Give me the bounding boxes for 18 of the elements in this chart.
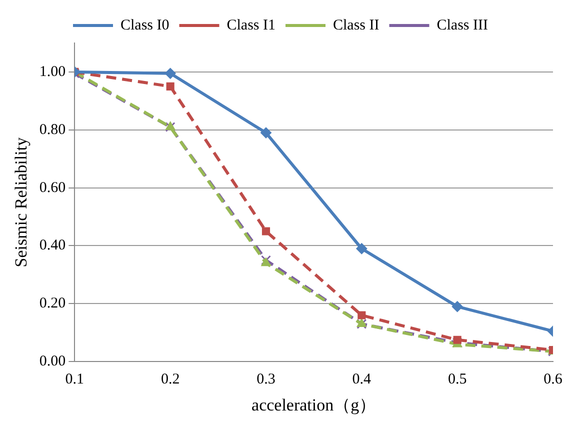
x-tick-label: 0.5 xyxy=(448,372,467,388)
x-axis-title: acceleration（g） xyxy=(252,395,376,414)
y-tick-label: 0.00 xyxy=(39,354,66,370)
x-tick-label: 0.3 xyxy=(256,372,276,388)
legend-label: Class III xyxy=(436,17,488,34)
y-tick-label: 0.20 xyxy=(39,296,66,312)
y-axis-title: Seismic Reliability xyxy=(12,136,31,268)
y-tick-label: 0.40 xyxy=(39,238,66,254)
x-tick-label: 0.2 xyxy=(160,372,180,388)
x-tick-label: 0.1 xyxy=(65,372,84,388)
x-tick-label: 0.4 xyxy=(352,372,372,388)
x-tick-label: 0.6 xyxy=(544,372,563,388)
y-tick-label: 0.80 xyxy=(39,122,66,138)
y-tick-label: 0.60 xyxy=(39,180,66,196)
legend-label: Class I0 xyxy=(120,17,170,34)
legend-label: Class II xyxy=(333,17,380,34)
legend-label: Class I1 xyxy=(226,17,276,34)
y-tick-label: 1.00 xyxy=(39,64,66,80)
